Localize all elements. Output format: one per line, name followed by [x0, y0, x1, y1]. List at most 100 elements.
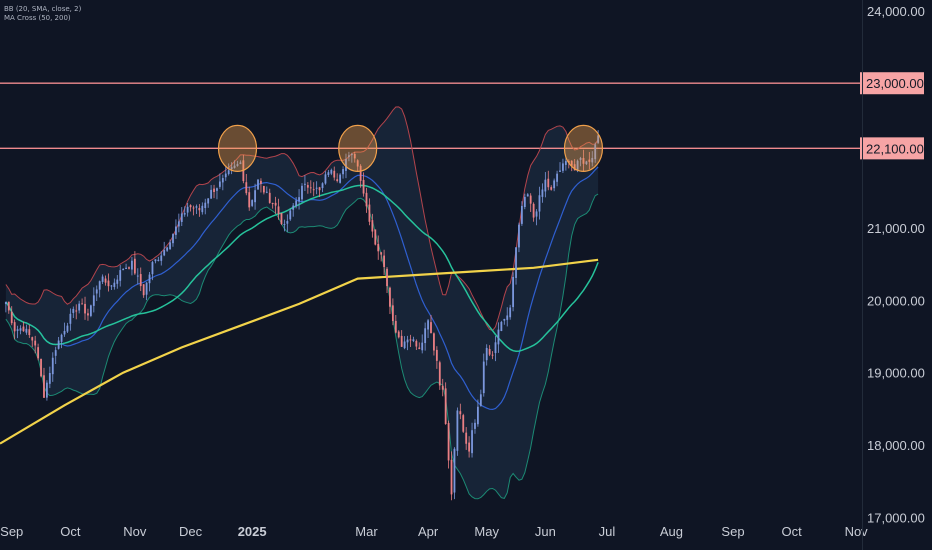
candle-body [433, 333, 435, 351]
candle [133, 251, 136, 275]
candle [283, 219, 286, 232]
candle-body [556, 173, 558, 182]
candle-body [122, 268, 125, 271]
candle [403, 336, 406, 350]
x-tick-label: Sep [0, 524, 23, 539]
candle [10, 306, 13, 326]
candle-body [28, 329, 31, 336]
x-tick-label: Apr [418, 524, 439, 539]
candle-body [233, 165, 236, 168]
candle-body [160, 255, 163, 261]
candle-body [485, 347, 488, 361]
candle-body [544, 179, 547, 192]
candle-body [277, 206, 280, 214]
candle-body [547, 178, 550, 188]
indicator-legend: BB (20, SMA, close, 2) MA Cross (50, 200… [4, 5, 81, 23]
ma50-line [5, 184, 599, 352]
candle-body [54, 350, 57, 356]
candle [456, 407, 459, 456]
candle-body [491, 354, 494, 356]
candle [465, 427, 468, 450]
candle [119, 265, 122, 287]
candle-body [189, 205, 192, 208]
candle [570, 160, 573, 172]
y-tick-label: 19,000.00 [867, 366, 925, 381]
candle [406, 335, 409, 351]
candle-body [520, 205, 523, 224]
candle-body [40, 358, 42, 377]
candle-body [292, 205, 295, 210]
candle [177, 213, 180, 233]
ma-cross-legend-item[interactable]: MA Cross (50, 200) [4, 14, 71, 22]
candle [34, 335, 37, 354]
candle-body [48, 372, 51, 384]
candle-body [195, 206, 198, 208]
candle [421, 334, 424, 354]
candle [585, 160, 588, 165]
candle-body [154, 259, 157, 262]
candle [415, 339, 418, 351]
candle [60, 333, 63, 349]
candle [104, 275, 107, 286]
candle [40, 358, 42, 378]
candle-body [438, 362, 441, 386]
candle [474, 419, 476, 434]
candle [471, 422, 473, 458]
candle [186, 202, 189, 217]
candle [84, 296, 86, 320]
candle [550, 185, 553, 191]
candle [468, 436, 471, 458]
candle-body [435, 349, 438, 361]
bb-legend-item[interactable]: BB (20, SMA, close, 2) [4, 5, 82, 13]
candle [371, 213, 374, 238]
candle-body [339, 174, 342, 183]
candle [597, 130, 600, 145]
candle [412, 336, 415, 343]
highlight-circle-3 [563, 124, 604, 172]
candle [459, 403, 462, 420]
candle [553, 178, 556, 192]
candle-body [576, 160, 579, 170]
candle [556, 170, 558, 187]
candle [95, 285, 98, 302]
candle [380, 251, 383, 262]
candle [151, 260, 154, 281]
candle-body [465, 432, 468, 444]
candle [447, 420, 450, 469]
candle [333, 166, 336, 181]
candle-body [4, 301, 7, 305]
candle-body [377, 243, 380, 252]
candle-body [218, 181, 221, 187]
x-tick-label: Jun [535, 524, 556, 539]
candle [523, 193, 526, 210]
candle [271, 202, 274, 209]
candle-body [13, 322, 16, 332]
x-tick-label: Oct [782, 524, 803, 539]
candle-body [7, 301, 10, 311]
candle [441, 378, 444, 397]
candle [306, 182, 309, 194]
candle [19, 325, 22, 335]
candle-body [359, 165, 362, 181]
candle [520, 201, 523, 226]
candle [477, 399, 479, 427]
candle-body [591, 157, 594, 163]
candle [368, 198, 371, 226]
candle-body [567, 160, 570, 163]
level-label-bg-1 [860, 72, 924, 95]
candle [189, 204, 192, 212]
candle-body [268, 192, 271, 203]
candle-body [107, 280, 110, 287]
candle [257, 179, 259, 190]
bollinger-band-fill [5, 106, 599, 499]
x-tick-label: Nov [123, 524, 147, 539]
x-tick-label: Dec [179, 524, 203, 539]
candle [245, 173, 248, 196]
x-tick-label: Jul [599, 524, 616, 539]
candle [374, 229, 377, 246]
candle-body [43, 375, 45, 398]
candle-body [19, 328, 22, 331]
candle-body [365, 192, 368, 207]
candle-body [204, 202, 207, 208]
